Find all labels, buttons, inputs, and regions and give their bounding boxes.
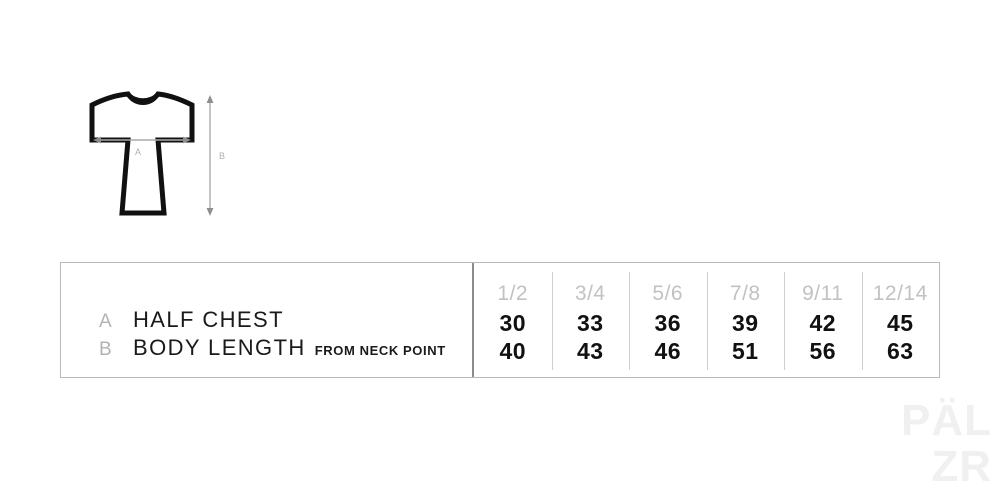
- half-chest-value: 42: [809, 310, 837, 336]
- size-column: 5/6 36 46: [629, 263, 707, 377]
- watermark-line-1: PÄL: [901, 396, 992, 445]
- row-note-body-length: FROM NECK POINT: [314, 343, 446, 358]
- body-length-value: 63: [886, 338, 914, 364]
- body-length-value: 56: [809, 338, 837, 364]
- size-column: 3/4 33 43: [551, 263, 630, 377]
- size-column: 1/2 30 40: [474, 263, 552, 377]
- measure-b-label: B: [219, 151, 225, 161]
- t-shirt-diagram: A B: [40, 70, 250, 230]
- watermark-line-2: ZR: [931, 442, 992, 491]
- body-length-value: 51: [731, 338, 759, 364]
- measure-b-arrow: [206, 95, 214, 216]
- measurement-label-rows: A HALF CHEST B BODY LENGTH FROM NECK POI…: [99, 307, 472, 363]
- size-column: 12/14 45 63: [861, 263, 940, 377]
- measure-a-label: A: [135, 147, 141, 157]
- size-columns: 1/2 30 40 3/4 33 43 5/6 36 46 7/8 39 51 …: [474, 263, 939, 377]
- t-shirt-svg: A B: [89, 91, 225, 216]
- measure-a-arrow: [93, 136, 191, 144]
- half-chest-value: 45: [886, 310, 914, 336]
- size-chart-table: A HALF CHEST B BODY LENGTH FROM NECK POI…: [60, 262, 940, 378]
- body-length-value: 40: [499, 338, 527, 364]
- brand-watermark: PÄL ZR: [880, 398, 992, 494]
- size-header: 12/14: [872, 282, 928, 305]
- row-name-half-chest: HALF CHEST: [133, 307, 284, 332]
- shirt-outline: [89, 91, 195, 216]
- size-column: 9/11 42 56: [784, 263, 862, 377]
- half-chest-value: 33: [576, 310, 604, 336]
- half-chest-value: 36: [654, 310, 682, 336]
- size-header: 1/2: [497, 282, 529, 305]
- half-chest-value: 30: [499, 310, 527, 336]
- size-header: 9/11: [802, 282, 844, 305]
- size-column: 7/8 39 51: [706, 263, 785, 377]
- body-length-value: 43: [576, 338, 604, 364]
- table-row-half-chest: A HALF CHEST: [99, 307, 472, 335]
- measurement-label-pane: A HALF CHEST B BODY LENGTH FROM NECK POI…: [61, 263, 474, 377]
- size-header: 7/8: [729, 282, 761, 305]
- table-row-body-length: B BODY LENGTH FROM NECK POINT: [99, 335, 472, 363]
- size-header: 3/4: [574, 282, 606, 305]
- body-length-value: 46: [654, 338, 682, 364]
- half-chest-value: 39: [731, 310, 759, 336]
- row-marker-b: B: [99, 339, 113, 360]
- size-header: 5/6: [652, 282, 684, 305]
- row-marker-a: A: [99, 311, 113, 332]
- row-name-body-length: BODY LENGTH: [133, 335, 306, 360]
